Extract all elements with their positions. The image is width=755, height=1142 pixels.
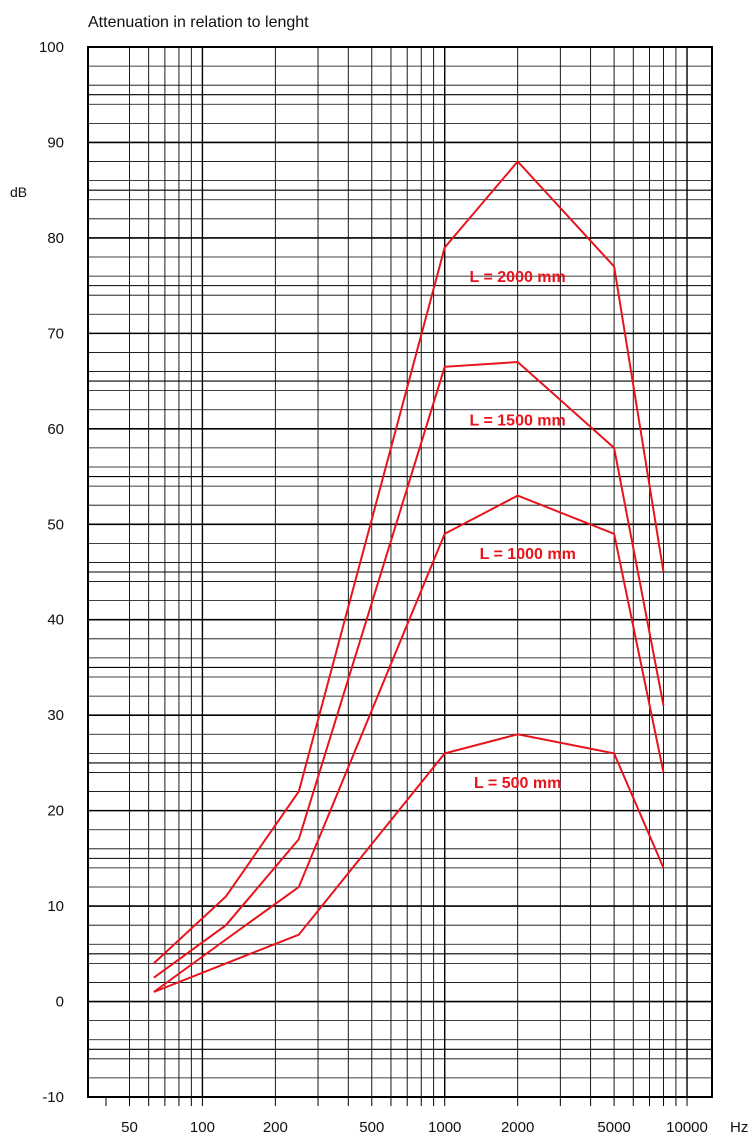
series-line bbox=[153, 733, 665, 993]
y-tick-label: 20 bbox=[47, 803, 64, 820]
y-tick-label: -10 bbox=[42, 1089, 64, 1106]
series-line bbox=[153, 360, 665, 979]
y-tick-label: 70 bbox=[47, 325, 64, 342]
y-tick-label: 0 bbox=[56, 994, 64, 1011]
series-labels: L = 2000 mm L = 1500 mm L = 1000 mm L = 500… bbox=[470, 269, 576, 792]
x-axis-ticks: 50 100 200 500 1000 2000 5000 10000 bbox=[105, 1097, 708, 1136]
x-tick-label: 100 bbox=[190, 1119, 215, 1136]
y-tick-label: 90 bbox=[47, 134, 64, 151]
y-tick-label: 30 bbox=[47, 707, 64, 724]
series-label: L = 1500 mm bbox=[470, 412, 566, 429]
x-tick-label: 10000 bbox=[666, 1119, 708, 1136]
plot-frame bbox=[87, 46, 713, 1098]
series-line bbox=[153, 494, 665, 993]
x-tick-label: 1000 bbox=[428, 1119, 461, 1136]
y-tick-label: 60 bbox=[47, 421, 64, 438]
x-axis-label: Hz bbox=[730, 1119, 748, 1136]
series-label: L = 2000 mm bbox=[470, 269, 566, 286]
y-tick-label: 10 bbox=[47, 898, 64, 915]
x-tick-label: 50 bbox=[121, 1119, 138, 1136]
series-lines bbox=[153, 159, 665, 993]
y-tick-label: 100 bbox=[39, 39, 64, 56]
y-tick-label: 50 bbox=[47, 516, 64, 533]
y-tick-label: 80 bbox=[47, 230, 64, 247]
x-tick-label: 5000 bbox=[597, 1119, 630, 1136]
x-tick-label: 2000 bbox=[501, 1119, 534, 1136]
y-axis-ticks: -10 0 10 20 30 40 50 60 70 80 90 100 bbox=[39, 39, 64, 1106]
series-label: L = 500 mm bbox=[474, 775, 561, 792]
chart-title: Attenuation in relation to lenght bbox=[88, 14, 309, 31]
grid bbox=[87, 46, 713, 1098]
y-axis-label: dB bbox=[10, 184, 27, 200]
x-tick-label: 500 bbox=[359, 1119, 384, 1136]
series-line bbox=[153, 159, 665, 965]
y-tick-label: 40 bbox=[47, 612, 64, 629]
series-label: L = 1000 mm bbox=[480, 546, 576, 563]
x-tick-label: 200 bbox=[263, 1119, 288, 1136]
